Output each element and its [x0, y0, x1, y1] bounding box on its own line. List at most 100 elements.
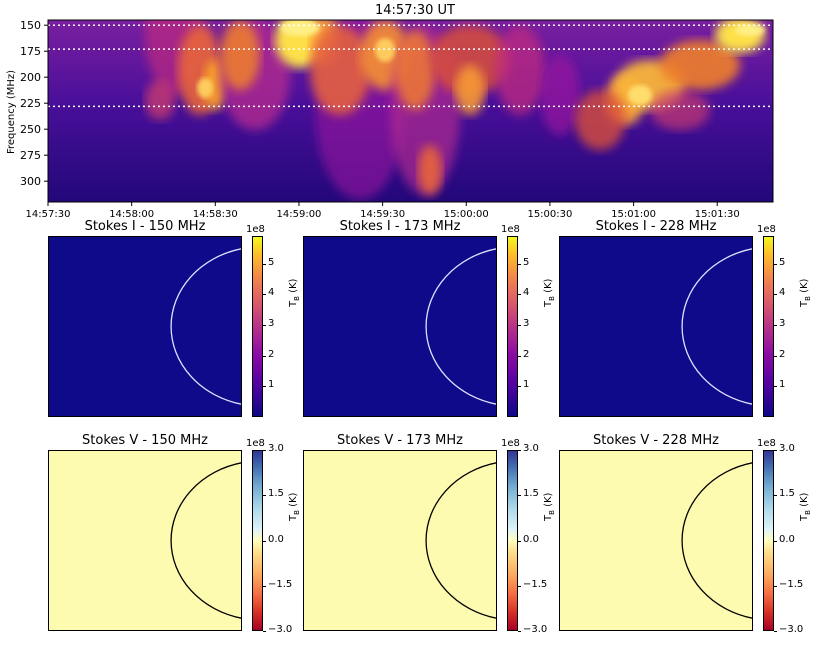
colorbar-label: TB (K)	[799, 278, 812, 307]
solar-limb-circle	[681, 248, 753, 405]
colorbar-label: TB (K)	[288, 278, 301, 307]
colorbar-tick-label: 1.5	[779, 488, 795, 500]
spectrogram-ytick-label: 200	[20, 71, 41, 84]
colorbar-tick-label: 3	[779, 317, 786, 329]
spectrogram-burst	[495, 25, 545, 115]
spectrogram-burst-peak	[375, 38, 395, 62]
colorbar-tick-mark	[263, 540, 266, 542]
spectrogram-burst	[660, 40, 740, 90]
colorbar-tick-label: 4	[779, 287, 786, 299]
colorbar-tick-label: −1.5	[268, 578, 293, 590]
colorbar-label: TB (K)	[288, 492, 301, 521]
spectrogram-burst-peak	[628, 85, 652, 105]
spectrogram-burst	[430, 25, 510, 95]
solar-limb-circle	[425, 462, 497, 619]
colorbar-tick-mark	[518, 324, 521, 326]
colorbar-tick-label: 3.0	[523, 443, 539, 454]
spectrogram-plot: 150 175 200 225 250 275 300 14:57:30 14:58:00 14…	[6, 19, 774, 220]
colorbar-tick-mark	[774, 495, 777, 497]
panel-title: Stokes V - 228 MHz	[593, 433, 719, 448]
colorbar-tick-mark	[774, 585, 777, 587]
solar-limb-circle	[681, 462, 753, 619]
colorbar	[763, 236, 774, 417]
colorbar-tick-label: 1.5	[268, 488, 284, 500]
colorbar-tick-mark	[518, 263, 521, 265]
spectrogram-burst	[540, 55, 580, 135]
spectrogram-ylabel: Frequency (MHz)	[6, 70, 17, 154]
spectrogram-ytick-label: 300	[20, 175, 41, 188]
colorbar-label: TB (K)	[543, 492, 556, 521]
colorbar-tick-label: 3	[523, 317, 530, 329]
colorbar-tick-mark	[518, 294, 521, 296]
spectrogram-title: 14:57:30 UT	[375, 3, 455, 18]
colorbar-tick-mark	[518, 450, 521, 451]
colorbar-tick-label: 4	[523, 287, 530, 299]
spectrogram-burst	[418, 145, 442, 195]
solar-limb-circle	[170, 462, 242, 619]
spectrogram-ytick-label: 175	[20, 45, 41, 58]
solar-limb-circle	[170, 248, 242, 405]
solar-limb-circle	[425, 248, 497, 405]
panel-title: Stokes V - 150 MHz	[82, 433, 208, 448]
stokes-v-map	[48, 450, 242, 631]
spectrogram-burst	[395, 30, 435, 110]
spectrogram-burst	[220, 20, 260, 90]
spectrogram-xtick-label: 15:01:30	[695, 209, 740, 220]
panel-title: Stokes V - 173 MHz	[337, 433, 463, 448]
colorbar-tick-mark	[774, 631, 777, 632]
colorbar	[252, 450, 263, 631]
colorbar-tick-mark	[263, 386, 266, 388]
spectrogram-xtick-label: 14:59:00	[277, 209, 322, 220]
colorbar-tick-label: 1	[779, 379, 786, 391]
colorbar-tick-label: 1	[523, 379, 530, 391]
colorbar-tick-mark	[518, 355, 521, 357]
panel-title: Stokes I - 228 MHz	[595, 219, 717, 234]
colorbar-tick-mark	[774, 324, 777, 326]
colorbar-tick-mark	[774, 294, 777, 296]
spectrogram-burst	[145, 80, 175, 120]
colorbar-tick-mark	[263, 585, 266, 587]
spectrogram-burst	[310, 25, 370, 115]
colorbar-tick-mark	[774, 450, 777, 451]
colorbar-label: TB (K)	[543, 278, 556, 307]
colorbar-tick-label: 2	[268, 348, 275, 360]
colorbar-tick-label: 2	[779, 348, 786, 360]
stokes-i-map	[303, 236, 497, 417]
colorbar-label: TB (K)	[799, 492, 812, 521]
colorbar-tick-label: 4	[268, 287, 275, 299]
colorbar-tick-label: −1.5	[779, 578, 804, 590]
colorbar-tick-mark	[774, 355, 777, 357]
spectrogram-xtick-label: 15:00:00	[444, 209, 489, 220]
spectrogram-ytick-label: 225	[20, 97, 41, 110]
spectrogram-xtick-label: 14:57:30	[26, 209, 71, 220]
colorbar	[763, 450, 774, 631]
colorbar-tick-label: 0.0	[523, 533, 539, 545]
colorbar-tick-mark	[518, 386, 521, 388]
colorbar-tick-mark	[263, 355, 266, 357]
colorbar	[507, 450, 518, 631]
colorbar-tick-label: −1.5	[523, 578, 548, 590]
spectrogram-xtick-label: 14:58:00	[109, 209, 154, 220]
colorbar-tick-mark	[774, 540, 777, 542]
spectrogram-burst-peak	[735, 24, 765, 36]
stokes-v-map	[559, 450, 753, 631]
spectrogram-xtick-label: 14:59:30	[360, 209, 405, 220]
panel-title: Stokes I - 150 MHz	[84, 219, 206, 234]
spectrogram-xtick-label: 15:01:00	[611, 209, 656, 220]
colorbar-tick-label: 0.0	[779, 533, 795, 545]
colorbar-tick-label: 5	[779, 256, 786, 268]
colorbar-tick-mark	[774, 263, 777, 265]
colorbar	[252, 236, 263, 417]
panel-title: Stokes I - 173 MHz	[339, 219, 461, 234]
spectrogram-ytick-label: 250	[20, 123, 41, 136]
colorbar-exponent: 1e8	[501, 438, 520, 449]
colorbar-tick-label: −3.0	[523, 624, 548, 635]
colorbar-exponent: 1e8	[501, 224, 520, 235]
spectrogram-burst-peak	[280, 20, 320, 36]
colorbar-tick-label: 5	[268, 256, 275, 268]
spectrogram-xtick-label: 15:00:30	[527, 209, 572, 220]
colorbar-tick-label: 3	[268, 317, 275, 329]
spectrogram-ytick-label: 275	[20, 149, 41, 162]
spectrogram-ytick-label: 150	[20, 19, 41, 32]
spectrogram-burst	[575, 90, 625, 150]
